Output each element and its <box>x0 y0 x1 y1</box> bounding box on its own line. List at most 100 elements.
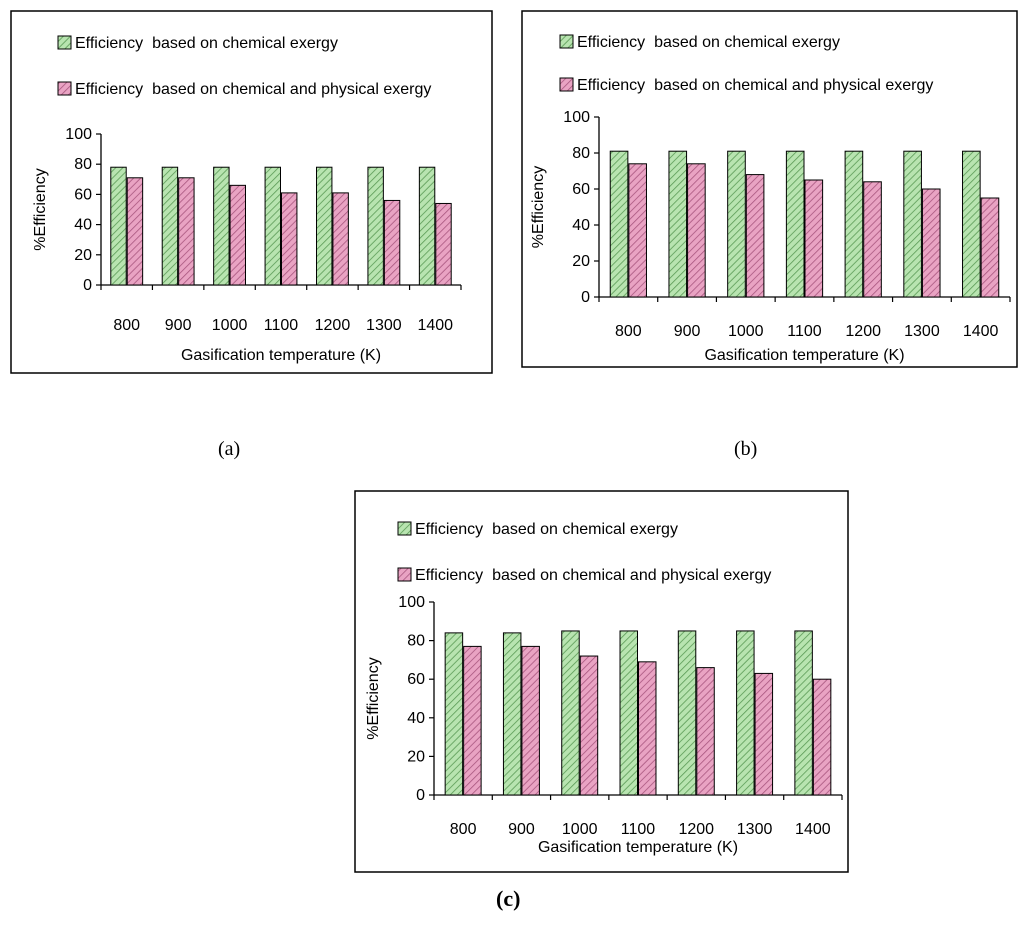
x-axis-label: Gasification temperature (K) <box>538 839 738 856</box>
bar-chemical-1300 <box>903 150 922 298</box>
bar-chemical-1100 <box>619 630 638 796</box>
bar-chemical-1400 <box>962 150 981 298</box>
legend-label-1: Efficiency based on chemical and physica… <box>75 81 431 98</box>
x-axis-label: Gasification temperature (K) <box>181 347 381 364</box>
bar-chemical-1000 <box>561 630 580 796</box>
bar-chemical-1300 <box>367 166 384 286</box>
bar-chemical-900 <box>668 150 688 298</box>
caption-b: (b) <box>734 438 758 460</box>
x-tick-label: 1000 <box>562 821 598 838</box>
legend-swatch-0 <box>559 34 574 49</box>
bar-chemical-1200 <box>316 166 333 286</box>
y-tick-label: 80 <box>74 156 92 173</box>
y-tick-label: 100 <box>563 109 590 126</box>
x-tick-label: 1300 <box>366 317 402 334</box>
bar-chemical-physical-1200 <box>696 667 715 796</box>
bar-chemical-1400 <box>794 630 813 796</box>
legend-label-0: Efficiency based on chemical exergy <box>415 521 678 538</box>
y-tick-label: 0 <box>416 787 425 804</box>
x-tick-label: 1000 <box>212 317 248 334</box>
bar-chemical-800 <box>444 632 464 796</box>
y-axis-label: %Efficiency <box>365 657 382 739</box>
chart-frame <box>354 490 849 873</box>
bar-chemical-1300 <box>736 630 755 796</box>
x-tick-label: 800 <box>113 317 140 334</box>
chart-c: Efficiency based on chemical exergy Effic… <box>354 490 849 873</box>
y-tick-label: 80 <box>407 633 425 650</box>
bar-chemical-physical-1000 <box>745 174 765 298</box>
legend-swatch-1 <box>57 81 72 96</box>
bar-chemical-900 <box>502 632 522 796</box>
bar-chemical-1200 <box>677 630 697 796</box>
bar-chemical-physical-1300 <box>383 199 401 286</box>
y-tick-label: 60 <box>407 671 425 688</box>
x-tick-label: 1200 <box>678 821 714 838</box>
bar-chemical-physical-1400 <box>812 678 832 796</box>
bar-chemical-physical-800 <box>463 645 482 796</box>
y-tick-label: 40 <box>572 217 590 234</box>
x-tick-label: 900 <box>165 317 192 334</box>
bar-chemical-physical-800 <box>628 163 647 298</box>
bar-chemical-1100 <box>785 150 805 298</box>
y-tick-label: 0 <box>83 277 92 294</box>
bar-chemical-physical-1200 <box>332 192 349 286</box>
y-tick-label: 100 <box>398 594 425 611</box>
y-tick-label: 100 <box>65 126 92 143</box>
x-tick-label: 1200 <box>315 317 351 334</box>
y-tick-label: 80 <box>572 145 590 162</box>
bar-chemical-physical-1300 <box>754 672 774 796</box>
x-tick-label: 1400 <box>417 317 453 334</box>
y-tick-label: 0 <box>581 289 590 306</box>
legend-swatch-1 <box>559 77 574 92</box>
x-tick-label: 900 <box>508 821 535 838</box>
bar-chemical-900 <box>161 166 179 286</box>
bar-chemical-physical-1000 <box>579 655 599 796</box>
caption-a: (a) <box>218 438 241 460</box>
x-tick-label: 800 <box>450 821 477 838</box>
chart-frame <box>10 10 493 374</box>
y-tick-label: 60 <box>572 181 590 198</box>
legend-swatch-1 <box>397 567 412 582</box>
y-tick-label: 40 <box>407 710 425 727</box>
bar-chemical-800 <box>609 150 629 298</box>
x-tick-label: 1100 <box>621 821 656 838</box>
x-tick-label: 1200 <box>845 323 881 340</box>
x-tick-label: 1100 <box>264 317 299 334</box>
x-axis-label: Gasification temperature (K) <box>704 347 904 364</box>
x-tick-label: 1000 <box>728 323 764 340</box>
bar-chemical-physical-1000 <box>229 184 246 286</box>
bar-chemical-physical-900 <box>178 177 195 286</box>
x-tick-label: 1300 <box>737 821 773 838</box>
bar-chemical-physical-1200 <box>863 181 882 298</box>
legend-label-1: Efficiency based on chemical and physica… <box>577 77 933 94</box>
bar-chemical-800 <box>110 166 127 286</box>
bar-chemical-1200 <box>844 150 864 298</box>
y-tick-label: 60 <box>74 186 92 203</box>
chart-a: Efficiency based on chemical exergy Effic… <box>10 10 493 374</box>
bar-chemical-1100 <box>264 166 282 286</box>
chart-b: Efficiency based on chemical exergy Effic… <box>521 10 1018 368</box>
bar-chemical-physical-900 <box>687 163 706 298</box>
caption-c: (c) <box>496 886 521 911</box>
bar-chemical-physical-1100 <box>638 661 657 796</box>
y-tick-label: 40 <box>74 217 92 234</box>
x-tick-label: 1400 <box>795 821 831 838</box>
x-tick-label: 800 <box>615 323 642 340</box>
legend-label-1: Efficiency based on chemical and physica… <box>415 567 771 584</box>
x-tick-label: 1100 <box>787 323 822 340</box>
x-tick-label: 1300 <box>904 323 940 340</box>
legend-label-0: Efficiency based on chemical exergy <box>75 35 338 52</box>
bar-chemical-physical-1100 <box>281 192 298 286</box>
legend-label-0: Efficiency based on chemical exergy <box>577 34 840 51</box>
bar-chemical-1000 <box>213 166 230 286</box>
legend-swatch-0 <box>397 521 412 536</box>
x-tick-label: 1400 <box>963 323 999 340</box>
y-tick-label: 20 <box>572 253 590 270</box>
y-axis-label: %Efficiency <box>530 166 547 248</box>
y-tick-label: 20 <box>74 247 92 264</box>
legend-swatch-0 <box>57 35 72 50</box>
bar-chemical-1400 <box>418 166 436 286</box>
x-tick-label: 900 <box>674 323 701 340</box>
bar-chemical-physical-1400 <box>980 197 1000 298</box>
